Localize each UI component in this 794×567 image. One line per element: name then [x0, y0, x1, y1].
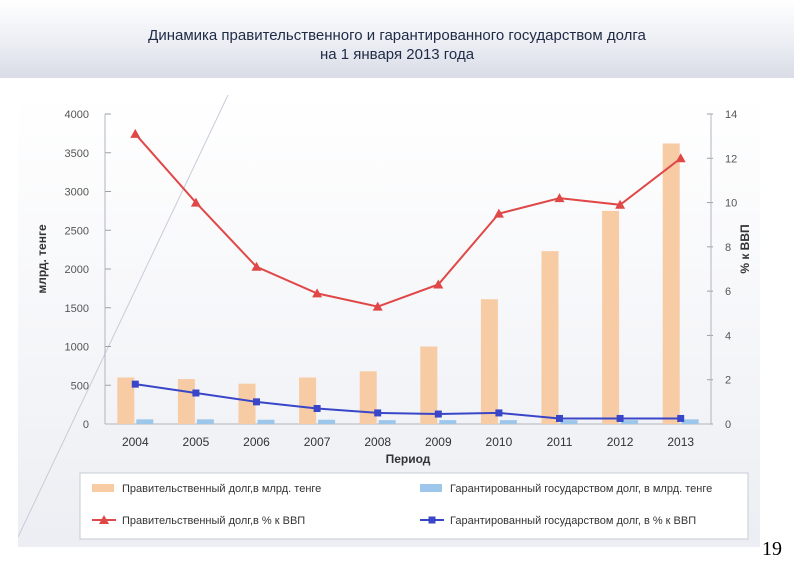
- bar-guaranteed-debt-bln: [257, 419, 275, 424]
- bar-government-debt-bln: [662, 143, 680, 424]
- point-guaranteed-debt-pct: [556, 414, 563, 422]
- bar-government-debt-bln: [420, 346, 438, 424]
- bar-government-debt-bln: [480, 299, 498, 424]
- legend-label: Правительственный долг,в млрд. тенге: [122, 483, 321, 495]
- left-axis-tick-label: 3500: [65, 148, 89, 160]
- right-axis-tick-label: 10: [725, 198, 737, 210]
- point-government-debt-pct: [615, 199, 626, 209]
- bar-guaranteed-debt-bln: [378, 420, 396, 424]
- x-axis-tick-label: 2004: [122, 435, 149, 449]
- legend-box: [79, 472, 749, 540]
- slide-subtitle: на 1 января 2013 года: [319, 46, 475, 63]
- point-government-debt-pct: [554, 193, 565, 203]
- left-axis-tick-label: 2500: [65, 225, 89, 237]
- left-axis-tick-label: 1500: [65, 303, 89, 315]
- title-bar: Динамика правительственного и гарантиров…: [0, 0, 794, 78]
- legend-label: Гарантированный государством долг, в % к…: [450, 515, 696, 527]
- combo-chart: 0 500 1000 1500 2000 2500 3000 3500 4000 0 2 4 6 8 10 1…: [18, 95, 752, 540]
- left-axis-title: млрд. тенге: [35, 224, 49, 294]
- left-axis-tick-label: 1000: [65, 342, 89, 354]
- bar-government-debt-bln: [177, 379, 195, 424]
- left-axis-tick-label: 0: [83, 419, 89, 431]
- point-guaranteed-debt-pct: [495, 409, 503, 417]
- point-government-debt-pct: [251, 261, 262, 271]
- decorative-diagonal-line: [18, 95, 229, 538]
- point-guaranteed-debt-pct: [616, 414, 624, 422]
- x-axis-tick-label: 2009: [425, 435, 452, 449]
- legend-marker: [99, 515, 109, 524]
- line-guaranteed-debt-pct: [135, 383, 681, 420]
- bar-government-debt-bln: [541, 251, 559, 424]
- point-guaranteed-debt-pct: [313, 405, 321, 412]
- x-axis-tick-label: 2008: [364, 435, 391, 449]
- bar-government-debt-bln: [238, 383, 256, 424]
- bar-government-debt-bln: [117, 377, 135, 424]
- slide-title: Динамика правительственного и гарантиров…: [148, 27, 646, 44]
- bar-guaranteed-debt-bln: [560, 420, 578, 424]
- right-axis-tick-label: 0: [725, 419, 731, 431]
- x-axis-tick-label: 2013: [667, 435, 694, 449]
- bar-guaranteed-debt-bln: [439, 420, 457, 424]
- line-government-debt-pct: [134, 133, 682, 308]
- right-axis-tick-label: 8: [725, 242, 731, 254]
- x-axis-tick-label: 2006: [243, 435, 270, 449]
- x-axis-tick-label: 2010: [486, 435, 513, 449]
- right-axis-tick-label: 14: [725, 109, 737, 121]
- left-axis-tick-label: 500: [71, 380, 89, 392]
- point-government-debt-pct: [433, 279, 444, 289]
- point-government-debt-pct: [130, 128, 141, 138]
- x-axis-tick-label: 2007: [304, 435, 331, 449]
- legend-swatch: [92, 484, 114, 492]
- left-axis-tick-label: 4000: [65, 109, 89, 121]
- right-axis-tick-label: 12: [725, 153, 737, 165]
- x-axis-tick-label: 2012: [607, 435, 634, 449]
- bar-government-debt-bln: [359, 371, 377, 424]
- point-guaranteed-debt-pct: [253, 398, 260, 406]
- bar-guaranteed-debt-bln: [136, 419, 154, 424]
- right-axis-tick-label: 2: [725, 375, 731, 387]
- right-axis-tick-label: 4: [725, 330, 731, 342]
- right-axis-tick-label: 6: [725, 286, 731, 298]
- bar-guaranteed-debt-bln: [196, 419, 214, 424]
- x-axis-tick-label: 2005: [183, 435, 210, 449]
- point-government-debt-pct: [493, 208, 504, 218]
- left-axis-tick-label: 2000: [65, 264, 89, 276]
- legend-label: Правительственный долг,в % к ВВП: [122, 515, 305, 527]
- point-government-debt-pct: [372, 301, 383, 311]
- chart-panel: 0 500 1000 1500 2000 2500 3000 3500 4000 0 2 4 6 8 10 1…: [18, 95, 760, 547]
- legend-label: Гарантированный государством долг, в млр…: [450, 483, 712, 495]
- left-axis-tick-label: 3000: [65, 187, 89, 199]
- bar-guaranteed-debt-bln: [318, 419, 336, 424]
- bar-government-debt-bln: [299, 377, 317, 424]
- bar-guaranteed-debt-bln: [499, 420, 517, 424]
- right-axis-title: % к ВВП: [738, 224, 752, 273]
- point-guaranteed-debt-pct: [192, 389, 200, 397]
- point-government-debt-pct: [675, 153, 686, 163]
- page-number: 19: [762, 538, 782, 560]
- point-guaranteed-debt-pct: [131, 380, 139, 388]
- legend-marker: [428, 516, 436, 524]
- point-guaranteed-debt-pct: [677, 414, 685, 422]
- point-guaranteed-debt-pct: [434, 410, 442, 418]
- point-guaranteed-debt-pct: [374, 409, 382, 417]
- legend-swatch: [420, 484, 442, 492]
- x-axis-tick-label: 2011: [547, 435, 573, 449]
- point-government-debt-pct: [312, 288, 323, 298]
- point-government-debt-pct: [190, 197, 201, 207]
- bar-government-debt-bln: [602, 210, 620, 424]
- x-axis-title: Период: [386, 452, 431, 466]
- bar-guaranteed-debt-bln: [681, 419, 699, 424]
- bar-guaranteed-debt-bln: [621, 420, 639, 424]
